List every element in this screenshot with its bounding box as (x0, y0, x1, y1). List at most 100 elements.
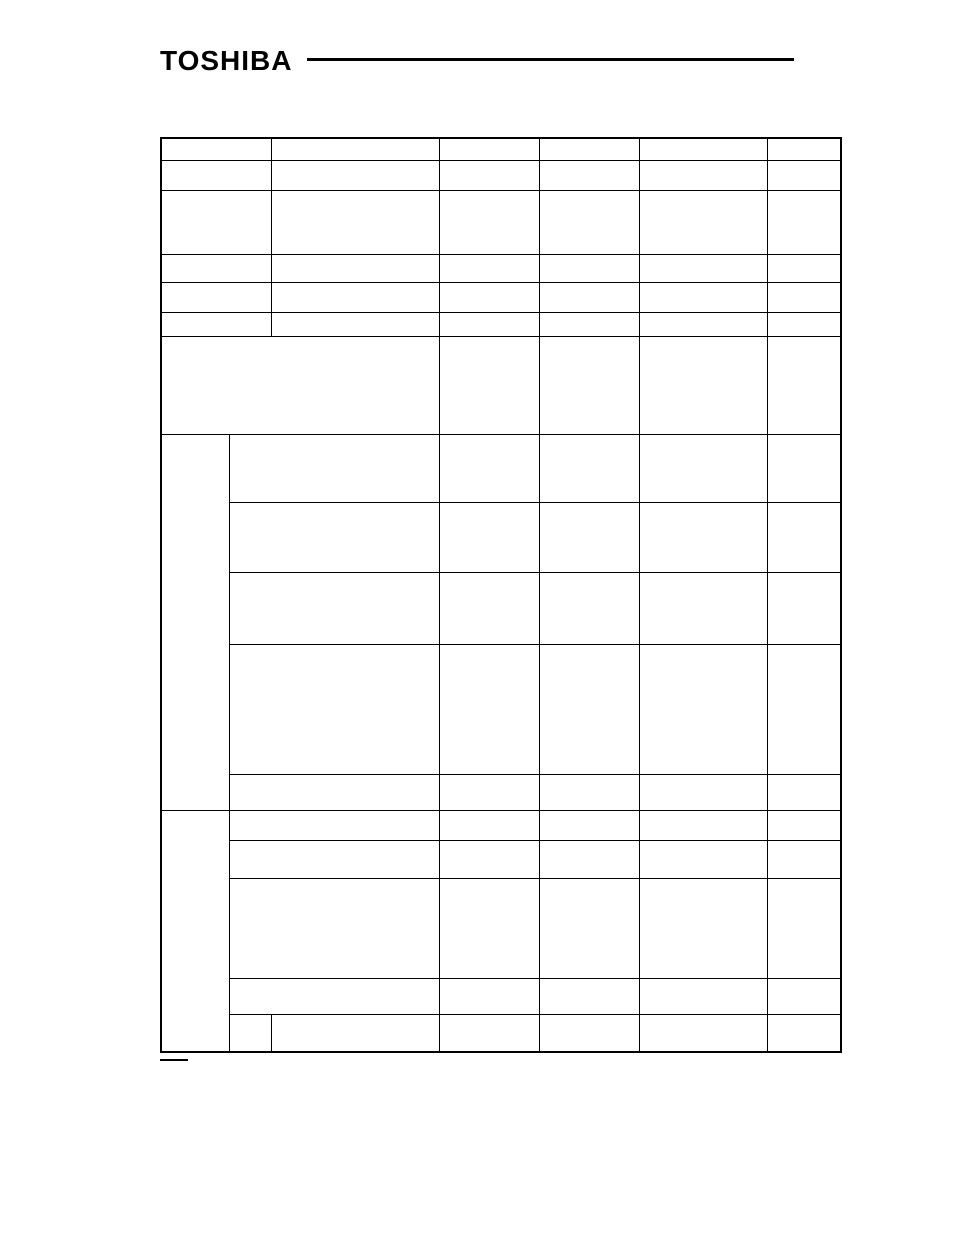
cell (539, 434, 639, 502)
table-row (161, 810, 841, 840)
cell (767, 840, 841, 878)
cell (439, 644, 539, 774)
cell (161, 810, 229, 1052)
cell (229, 502, 439, 572)
spec-table (160, 137, 842, 1053)
cell (767, 312, 841, 336)
cell (639, 878, 767, 978)
cell (539, 644, 639, 774)
cell (767, 336, 841, 434)
cell (639, 434, 767, 502)
cell (539, 160, 639, 190)
cell (539, 336, 639, 434)
cell (639, 978, 767, 1014)
cell (639, 572, 767, 644)
table-row (161, 160, 841, 190)
table-row (161, 572, 841, 644)
cell (767, 1014, 841, 1052)
table-row (161, 840, 841, 878)
cell (161, 160, 271, 190)
cell (539, 138, 639, 160)
table-row (161, 644, 841, 774)
cell (639, 160, 767, 190)
cell (271, 138, 439, 160)
cell (767, 774, 841, 810)
cell (229, 840, 439, 878)
cell (639, 254, 767, 282)
cell (439, 978, 539, 1014)
cell (439, 1014, 539, 1052)
table-row (161, 434, 841, 502)
cell (539, 840, 639, 878)
cell (271, 1014, 439, 1052)
cell (271, 282, 439, 312)
table-row (161, 254, 841, 282)
cell (161, 336, 439, 434)
cell (767, 160, 841, 190)
cell (439, 160, 539, 190)
cell (639, 312, 767, 336)
table-row (161, 1014, 841, 1052)
cell (539, 502, 639, 572)
cell (767, 810, 841, 840)
table-row (161, 190, 841, 254)
toshiba-logo: TOSHIBA (160, 45, 293, 77)
cell (639, 774, 767, 810)
header-rule (307, 58, 795, 61)
cell (229, 572, 439, 644)
cell (539, 810, 639, 840)
cell (639, 644, 767, 774)
cell (539, 190, 639, 254)
cell (767, 434, 841, 502)
cell (161, 282, 271, 312)
cell (639, 1014, 767, 1052)
cell (639, 840, 767, 878)
cell (229, 978, 439, 1014)
cell (229, 810, 439, 840)
cell (439, 810, 539, 840)
cell (767, 572, 841, 644)
cell (539, 572, 639, 644)
cell (539, 774, 639, 810)
cell (271, 254, 439, 282)
table-row (161, 282, 841, 312)
cell (639, 282, 767, 312)
cell (639, 502, 767, 572)
cell (161, 254, 271, 282)
cell (767, 138, 841, 160)
cell (439, 282, 539, 312)
spec-table-container (160, 137, 840, 1061)
cell (439, 312, 539, 336)
cell (439, 502, 539, 572)
table-row (161, 774, 841, 810)
table-row (161, 138, 841, 160)
table-row (161, 312, 841, 336)
cell (229, 1014, 271, 1052)
cell (767, 502, 841, 572)
header: TOSHIBA (160, 45, 794, 77)
cell (767, 878, 841, 978)
cell (271, 190, 439, 254)
cell (639, 138, 767, 160)
page-root: TOSHIBA (0, 0, 954, 1235)
cell (161, 312, 271, 336)
cell (439, 840, 539, 878)
cell (767, 282, 841, 312)
cell (767, 978, 841, 1014)
cell (767, 644, 841, 774)
cell (439, 138, 539, 160)
cell (539, 282, 639, 312)
cell (767, 254, 841, 282)
cell (229, 774, 439, 810)
cell (271, 312, 439, 336)
cell (229, 434, 439, 502)
cell (439, 878, 539, 978)
cell (161, 190, 271, 254)
cell (539, 312, 639, 336)
cell (539, 254, 639, 282)
cell (271, 160, 439, 190)
cell (161, 138, 271, 160)
cell (639, 810, 767, 840)
cell (439, 774, 539, 810)
cell (639, 190, 767, 254)
